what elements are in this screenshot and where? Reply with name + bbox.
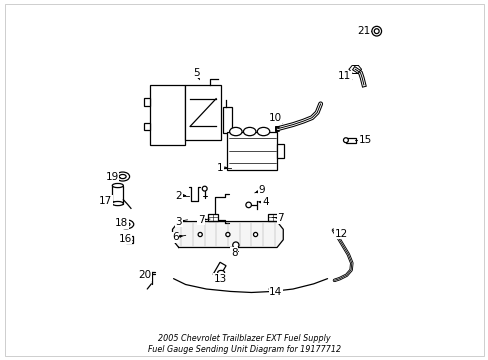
- Text: 9: 9: [258, 185, 264, 195]
- Text: 7: 7: [277, 213, 284, 223]
- Text: 15: 15: [358, 135, 371, 145]
- Bar: [277, 144, 284, 158]
- Bar: [267, 214, 277, 221]
- Ellipse shape: [225, 233, 229, 237]
- Text: 14: 14: [268, 288, 282, 297]
- Bar: [184, 85, 221, 140]
- Text: 18: 18: [115, 218, 128, 228]
- Text: 7: 7: [198, 215, 204, 225]
- Ellipse shape: [122, 222, 130, 226]
- Ellipse shape: [217, 270, 224, 275]
- Text: 3: 3: [175, 216, 182, 226]
- Text: 10: 10: [268, 113, 282, 123]
- Text: 17: 17: [99, 196, 112, 206]
- Text: Fuel Gauge Sending Unit Diagram for 19177712: Fuel Gauge Sending Unit Diagram for 1917…: [148, 345, 340, 354]
- Text: 6: 6: [172, 232, 178, 242]
- Text: 16: 16: [118, 234, 131, 244]
- Ellipse shape: [112, 202, 123, 206]
- Text: 8: 8: [230, 248, 237, 258]
- Bar: [223, 107, 231, 133]
- Ellipse shape: [232, 242, 239, 248]
- Ellipse shape: [371, 26, 381, 36]
- Text: 21: 21: [357, 26, 370, 36]
- Ellipse shape: [198, 233, 202, 237]
- Ellipse shape: [112, 184, 123, 188]
- Ellipse shape: [118, 220, 134, 229]
- Bar: [150, 85, 184, 145]
- Text: 19: 19: [105, 171, 119, 181]
- Ellipse shape: [119, 175, 126, 179]
- Ellipse shape: [243, 127, 255, 136]
- Ellipse shape: [202, 186, 207, 191]
- Text: 1: 1: [217, 163, 223, 173]
- Ellipse shape: [245, 202, 251, 208]
- Ellipse shape: [343, 138, 347, 143]
- Text: 13: 13: [213, 274, 226, 284]
- Text: 12: 12: [334, 229, 347, 239]
- Bar: [208, 214, 217, 221]
- Bar: [112, 185, 123, 203]
- Ellipse shape: [116, 172, 129, 181]
- Polygon shape: [172, 221, 283, 247]
- Text: 20: 20: [138, 270, 151, 280]
- Text: 2005 Chevrolet Trailblazer EXT Fuel Supply: 2005 Chevrolet Trailblazer EXT Fuel Supp…: [158, 334, 330, 343]
- Bar: [213, 262, 225, 278]
- Bar: [144, 98, 150, 106]
- Ellipse shape: [253, 233, 257, 237]
- Text: 5: 5: [192, 68, 199, 78]
- Bar: [144, 123, 150, 130]
- Text: 11: 11: [338, 71, 351, 81]
- Text: 2: 2: [175, 190, 182, 201]
- Ellipse shape: [373, 29, 378, 33]
- Ellipse shape: [257, 127, 269, 136]
- Bar: [227, 131, 277, 170]
- Bar: [345, 138, 356, 143]
- Bar: [125, 236, 133, 243]
- Text: 4: 4: [262, 198, 268, 207]
- Ellipse shape: [229, 127, 242, 136]
